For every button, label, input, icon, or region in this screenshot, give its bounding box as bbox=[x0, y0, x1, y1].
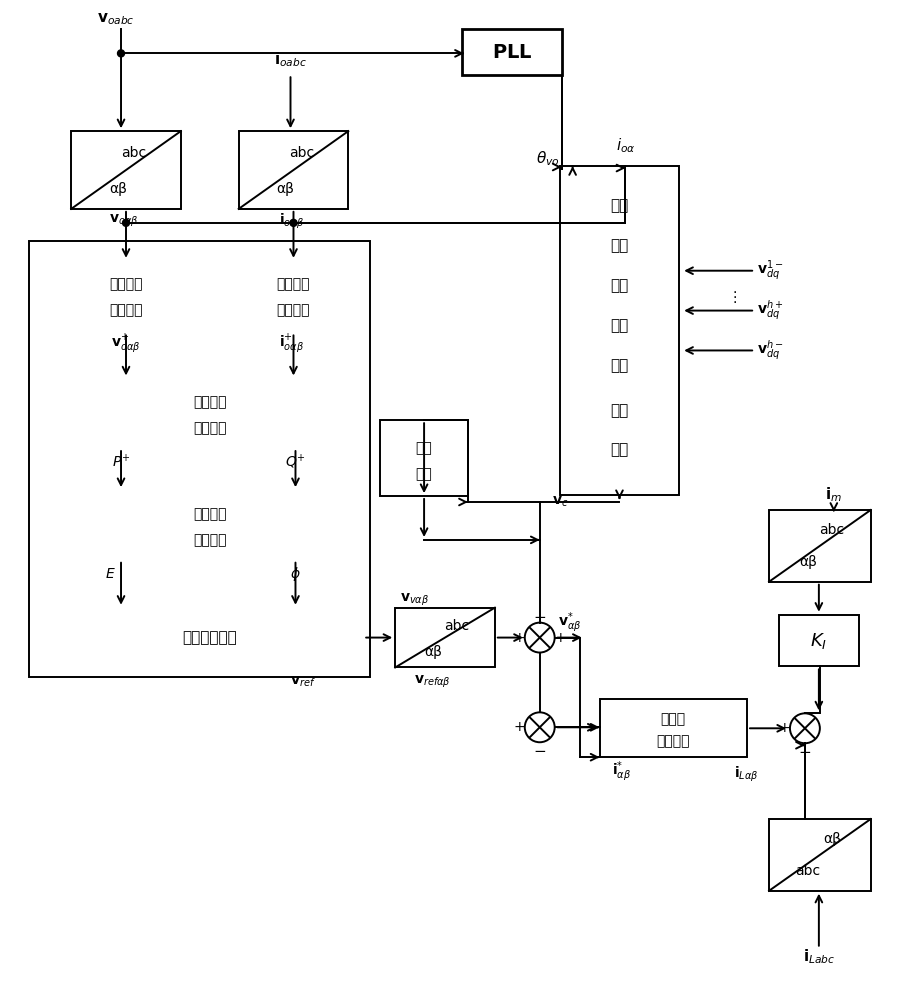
Text: $Q^{+}$: $Q^{+}$ bbox=[284, 453, 305, 471]
Text: abc: abc bbox=[289, 146, 313, 160]
Text: 特征: 特征 bbox=[610, 198, 628, 213]
Text: $-$: $-$ bbox=[533, 742, 545, 757]
Circle shape bbox=[290, 219, 297, 226]
Text: 基波正序: 基波正序 bbox=[192, 507, 227, 521]
Text: abc: abc bbox=[444, 619, 469, 633]
Text: $\cdot$: $\cdot$ bbox=[731, 284, 736, 298]
Bar bbox=[56, 261, 196, 333]
Circle shape bbox=[117, 50, 125, 57]
Text: $\mathbf{v}_{o\alpha\beta}$: $\mathbf{v}_{o\alpha\beta}$ bbox=[109, 213, 138, 229]
Text: $\mathbf{v}^{h+}_{dq}$: $\mathbf{v}^{h+}_{dq}$ bbox=[756, 299, 783, 322]
Text: 阻抗: 阻抗 bbox=[415, 467, 432, 481]
Text: 基波正序: 基波正序 bbox=[192, 395, 227, 409]
Text: $\theta_{vo}$: $\theta_{vo}$ bbox=[535, 150, 559, 168]
Text: $-$: $-$ bbox=[797, 743, 811, 758]
Text: $\cdot$: $\cdot$ bbox=[731, 289, 736, 303]
Text: 谐振控制: 谐振控制 bbox=[656, 734, 689, 748]
Text: 负序: 负序 bbox=[610, 318, 628, 333]
Text: $\mathbf{i}^{+}_{o\alpha\beta}$: $\mathbf{i}^{+}_{o\alpha\beta}$ bbox=[278, 333, 303, 356]
Text: $\phi$: $\phi$ bbox=[290, 565, 301, 583]
Text: $\mathbf{v}_{v\alpha\beta}$: $\mathbf{v}_{v\alpha\beta}$ bbox=[400, 592, 429, 608]
Bar bbox=[380, 420, 468, 496]
Text: αβ: αβ bbox=[276, 182, 294, 196]
Text: 电压: 电压 bbox=[610, 403, 628, 418]
Bar bbox=[461, 29, 561, 75]
Text: $\mathbf{i}_{Labc}$: $\mathbf{i}_{Labc}$ bbox=[802, 947, 834, 966]
Text: $\mathbf{PLL}$: $\mathbf{PLL}$ bbox=[491, 43, 532, 62]
Text: $i_{o\alpha}$: $i_{o\alpha}$ bbox=[615, 137, 635, 155]
Text: $P^{+}$: $P^{+}$ bbox=[112, 453, 130, 471]
Text: 准比例: 准比例 bbox=[660, 712, 685, 726]
Bar bbox=[56, 608, 363, 667]
Text: $K_{I}$: $K_{I}$ bbox=[809, 631, 826, 651]
Text: αβ: αβ bbox=[109, 182, 126, 196]
Text: abc: abc bbox=[795, 864, 820, 878]
Bar bbox=[56, 490, 363, 560]
Text: abc: abc bbox=[121, 146, 146, 160]
Text: $\mathbf{v}_c$: $\mathbf{v}_c$ bbox=[551, 495, 567, 509]
Text: $\mathbf{v}_{ref\alpha\beta}$: $\mathbf{v}_{ref\alpha\beta}$ bbox=[414, 673, 450, 690]
Text: 分量提取: 分量提取 bbox=[109, 304, 143, 318]
Text: 基波正序: 基波正序 bbox=[109, 278, 143, 292]
Text: 基波正序: 基波正序 bbox=[276, 278, 310, 292]
Text: $\mathbf{v}^{*}_{\alpha\beta}$: $\mathbf{v}^{*}_{\alpha\beta}$ bbox=[557, 610, 581, 635]
Text: αβ: αβ bbox=[424, 645, 442, 659]
Text: $\mathbf{v}^{+}_{o\alpha\beta}$: $\mathbf{v}^{+}_{o\alpha\beta}$ bbox=[111, 333, 140, 356]
Text: 参考电压合成: 参考电压合成 bbox=[182, 630, 237, 645]
Text: $E$: $E$ bbox=[105, 567, 116, 581]
Text: $\mathbf{i}_{oabc}$: $\mathbf{i}_{oabc}$ bbox=[274, 50, 307, 69]
Bar bbox=[71, 131, 181, 209]
Bar bbox=[395, 608, 494, 667]
Circle shape bbox=[525, 623, 554, 653]
Text: 功率计算: 功率计算 bbox=[192, 421, 227, 435]
Text: 波正: 波正 bbox=[610, 278, 628, 293]
Text: αβ: αβ bbox=[822, 832, 840, 846]
Text: $\mathbf{v}^{1-}_{dq}$: $\mathbf{v}^{1-}_{dq}$ bbox=[756, 258, 783, 283]
Text: $\mathbf{v}^{h-}_{dq}$: $\mathbf{v}^{h-}_{dq}$ bbox=[756, 339, 783, 362]
Text: 功率控制: 功率控制 bbox=[192, 533, 227, 547]
Text: $\cdot$: $\cdot$ bbox=[731, 294, 736, 308]
Bar bbox=[768, 510, 870, 582]
Text: $\mathbf{i}_m$: $\mathbf{i}_m$ bbox=[824, 486, 842, 504]
Bar bbox=[778, 615, 858, 666]
Bar bbox=[223, 261, 363, 333]
Text: $\mathbf{i}_{L\alpha\beta}$: $\mathbf{i}_{L\alpha\beta}$ bbox=[733, 765, 759, 784]
Bar bbox=[768, 819, 870, 891]
Text: $\mathbf{v}_{ref}$: $\mathbf{v}_{ref}$ bbox=[290, 674, 316, 689]
Text: $\mathbf{v}_{oabc}$: $\mathbf{v}_{oabc}$ bbox=[98, 12, 135, 27]
Text: αβ: αβ bbox=[798, 555, 816, 569]
Bar bbox=[559, 166, 678, 495]
Text: 次谐: 次谐 bbox=[610, 238, 628, 253]
Text: 补偿: 补偿 bbox=[610, 358, 628, 373]
Text: abc: abc bbox=[818, 523, 843, 537]
Circle shape bbox=[789, 713, 819, 743]
Text: $\mathbf{i}^{*}_{\alpha\beta}$: $\mathbf{i}^{*}_{\alpha\beta}$ bbox=[611, 760, 630, 784]
Text: $\mathbf{i}_{o\alpha\beta}$: $\mathbf{i}_{o\alpha\beta}$ bbox=[278, 211, 303, 231]
Bar bbox=[56, 378, 363, 448]
Text: $-$: $-$ bbox=[533, 608, 545, 623]
Text: $+$: $+$ bbox=[512, 720, 525, 734]
Bar bbox=[29, 241, 370, 677]
Text: 虚拟: 虚拟 bbox=[415, 441, 432, 455]
Text: 分量提取: 分量提取 bbox=[276, 304, 310, 318]
Text: $+$: $+$ bbox=[553, 631, 565, 645]
Text: $+$: $+$ bbox=[777, 721, 789, 735]
Bar bbox=[238, 131, 348, 209]
Circle shape bbox=[123, 219, 129, 226]
Circle shape bbox=[525, 712, 554, 742]
Bar bbox=[599, 699, 746, 757]
Text: 计算: 计算 bbox=[610, 443, 628, 458]
Text: $+$: $+$ bbox=[512, 631, 525, 645]
